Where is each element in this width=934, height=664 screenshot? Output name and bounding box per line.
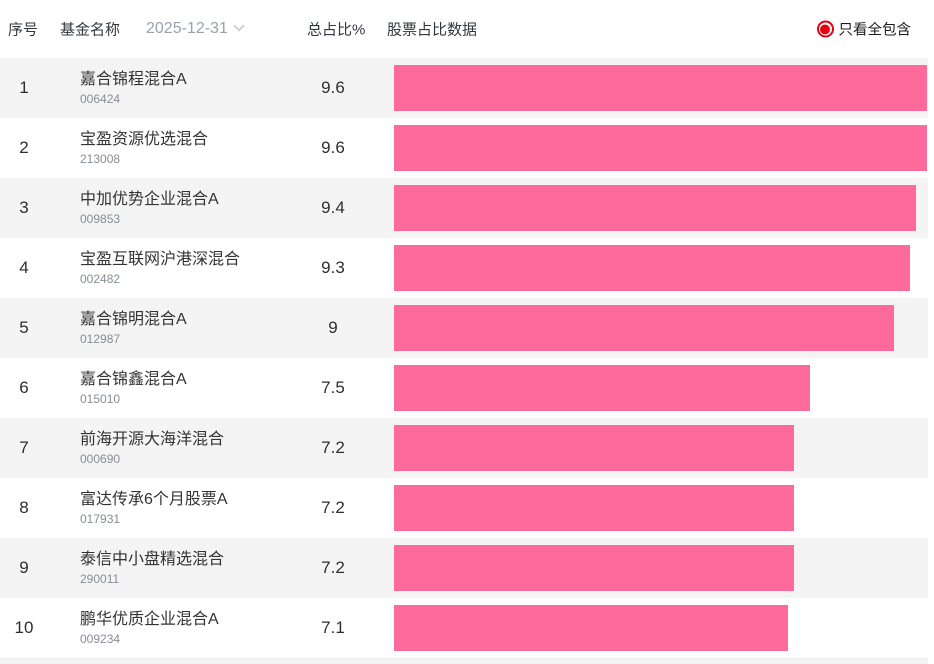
only-full-inclusion-filter[interactable]: 只看全包含 (816, 19, 912, 40)
total-pct: 9 (328, 318, 338, 337)
fund-row[interactable]: 4 宝盈互联网沪港深混合 002482 9.3 (0, 238, 928, 298)
pct-bar (394, 305, 894, 351)
fund-row[interactable]: 7 前海开源大海洋混合 000690 7.2 (0, 418, 928, 478)
total-pct: 7.2 (321, 438, 345, 457)
rank-cell: 8 (19, 498, 29, 517)
rank-cell: 5 (19, 318, 29, 337)
fund-code: 009853 (80, 212, 121, 226)
fund-code: 002482 (80, 272, 121, 286)
pct-bar (394, 425, 794, 471)
column-header-stock-pct: 股票占比数据 (387, 21, 478, 39)
radio-selected-icon[interactable] (816, 20, 834, 38)
fund-code: 009234 (80, 632, 121, 646)
pct-bar (394, 65, 927, 111)
fund-row[interactable]: 10 鹏华优质企业混合A 009234 7.1 (0, 598, 928, 658)
chevron-down-icon (233, 20, 245, 32)
pct-bar (394, 605, 788, 651)
pct-bar (394, 545, 794, 591)
total-pct: 7.2 (321, 498, 345, 517)
table-header: 序号 基金名称 2025-12-31 总占比% 股票占比数据 只看全包含 (0, 0, 928, 58)
pct-bar (394, 485, 794, 531)
rank-cell: 2 (19, 138, 29, 157)
fund-name: 中加优势企业混合A (80, 191, 219, 208)
date-filter-dropdown[interactable]: 2025-12-31 (146, 20, 245, 38)
rank-cell: 4 (19, 258, 29, 277)
pct-bar (394, 125, 927, 171)
rank-cell: 6 (19, 378, 29, 397)
pct-bar (394, 245, 911, 291)
fund-name-block: 嘉合锦明混合A 012987 (80, 309, 187, 347)
fund-name-block: 前海开源大海洋混合 000690 (80, 429, 224, 467)
total-pct: 9.3 (321, 258, 345, 277)
fund-name: 宝盈资源优选混合 (80, 131, 209, 148)
fund-name-block: 宝盈互联网沪港深混合 002482 (80, 249, 240, 287)
fund-code: 290011 (80, 572, 120, 586)
fund-row[interactable]: 1 嘉合锦程混合A 006424 9.6 (0, 58, 928, 118)
fund-name-block: 嘉合锦程混合A 006424 (80, 69, 187, 107)
fund-name-block: 鹏华优质企业混合A 009234 (80, 609, 219, 647)
column-header-rank: 序号 (8, 21, 39, 39)
pct-bar (394, 365, 811, 411)
fund-name: 嘉合锦鑫混合A (80, 371, 187, 388)
fund-row[interactable]: 9 泰信中小盘精选混合 290011 7.2 (0, 538, 928, 598)
fund-code: 213008 (80, 152, 121, 166)
fund-row[interactable]: 5 嘉合锦明混合A 012987 9 (0, 298, 928, 358)
fund-name: 泰信中小盘精选混合 (80, 551, 225, 568)
fund-row[interactable]: 8 富达传承6个月股票A 017931 7.2 (0, 478, 928, 538)
column-header-fund-name: 基金名称 (60, 21, 121, 39)
rank-cell: 9 (19, 558, 29, 577)
fund-code: 006424 (80, 92, 121, 106)
fund-row[interactable]: 3 中加优势企业混合A 009853 9.4 (0, 178, 928, 238)
fund-row[interactable]: 6 嘉合锦鑫混合A 015010 7.5 (0, 358, 928, 418)
rank-cell: 10 (14, 618, 34, 637)
date-filter-value: 2025-12-31 (146, 20, 228, 37)
rank-cell: 1 (19, 78, 29, 97)
fund-name: 宝盈互联网沪港深混合 (80, 251, 241, 268)
fund-name: 嘉合锦程混合A (80, 71, 187, 88)
fund-name: 富达传承6个月股票A (80, 491, 228, 508)
radio-label: 只看全包含 (838, 22, 912, 39)
fund-code: 015010 (80, 392, 121, 406)
total-pct: 9.4 (321, 198, 345, 217)
fund-code: 000690 (80, 452, 121, 466)
fund-name: 前海开源大海洋混合 (80, 431, 225, 448)
fund-row[interactable]: 2 宝盈资源优选混合 213008 9.6 (0, 118, 928, 178)
rank-cell: 7 (19, 438, 29, 457)
fund-code: 017931 (80, 512, 121, 526)
fund-name-block: 嘉合锦鑫混合A 015010 (80, 369, 187, 407)
total-pct: 9.6 (321, 78, 345, 97)
fund-code: 012987 (80, 332, 121, 346)
total-pct: 7.5 (321, 378, 345, 397)
total-pct: 7.2 (321, 558, 345, 577)
next-row-peek (0, 658, 928, 664)
rank-cell: 3 (19, 198, 29, 217)
fund-name-block: 中加优势企业混合A 009853 (80, 189, 219, 227)
fund-name: 鹏华优质企业混合A (80, 611, 219, 628)
total-pct: 7.1 (321, 618, 345, 637)
fund-name-block: 宝盈资源优选混合 213008 (80, 129, 208, 167)
total-pct: 9.6 (321, 138, 345, 157)
fund-name-block: 富达传承6个月股票A 017931 (80, 489, 228, 527)
pct-bar (394, 185, 916, 231)
fund-name-block: 泰信中小盘精选混合 290011 (80, 549, 224, 587)
fund-table-body: 1 嘉合锦程混合A 006424 9.6 2 宝盈资源优选混合 213008 9… (0, 58, 928, 658)
column-header-total-pct: 总占比% (307, 21, 366, 39)
fund-name: 嘉合锦明混合A (80, 311, 187, 328)
